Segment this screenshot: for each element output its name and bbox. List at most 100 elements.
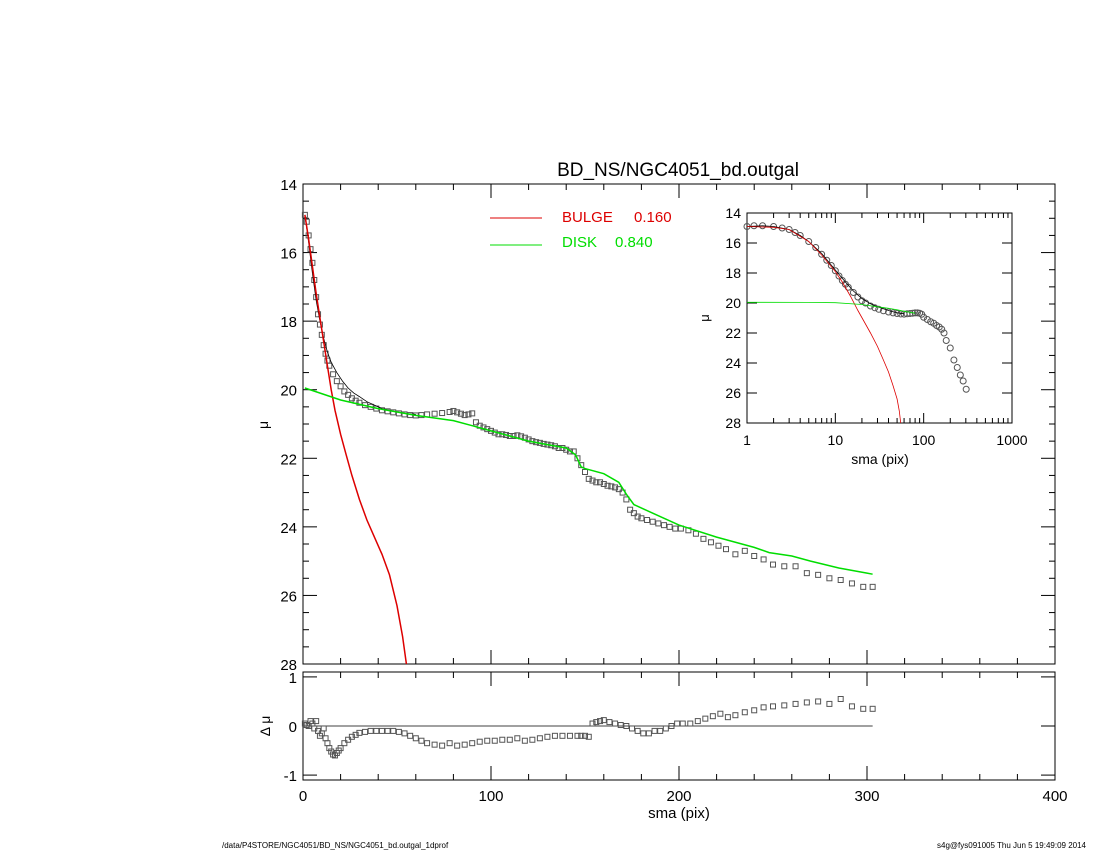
inset-y-tick-label: 16 [725,235,741,251]
inset-observed-point [796,232,804,239]
observed-point [345,391,352,398]
residual-point [424,740,431,747]
inset-x-tick-label: 10 [828,432,844,448]
inset-observed-point [940,329,948,337]
observed-point [630,510,637,517]
main-panel: BD_NS/NGC4051_bd.outgal μ 14 16 18 20 22 24 26… [255,160,1056,674]
observed-point [837,577,844,583]
observed-point [848,580,855,587]
residual-point [679,720,686,727]
residual-point [469,740,476,747]
y-tick-label: 18 [280,314,297,331]
residual-point [751,707,758,714]
observed-point [634,513,641,520]
inset-y-axis-label: μ [697,314,712,322]
residual-point [741,709,748,716]
residual-point [341,740,348,747]
observed-point [469,410,476,417]
y-tick-label: 26 [280,588,297,605]
observed-point [803,570,810,577]
main-axis-ticks: 14 16 18 20 22 24 26 28 [280,177,1056,674]
inset-observed-point [785,226,793,233]
inset-observed-point [906,310,914,317]
residual-point [760,704,767,711]
inset-observed-point [835,272,843,280]
residual-y-tick-label: 0 [289,719,297,736]
inset-observed-point [953,364,961,371]
observed-point [644,517,651,523]
observed-point [582,469,588,475]
inset-y-tick-label: 26 [725,385,741,401]
residual-point [634,727,641,734]
inset-observed-point [818,250,826,258]
observed-point [333,378,340,385]
observed-point [461,412,468,419]
observed-point [732,551,739,558]
observed-point [439,410,446,417]
inset-observed-point [956,371,964,379]
observed-point [574,455,581,462]
residual-point [395,728,402,735]
residual-point [606,719,613,726]
observed-point [741,547,748,554]
observed-point [660,522,667,529]
residual-point [848,703,855,710]
residual-point [623,723,630,729]
main-title: BD_NS/NGC4051_bd.outgal [557,160,799,181]
inset-y-tick-label: 14 [725,205,741,221]
y-tick-label: 16 [280,246,297,263]
residual-point [702,715,709,722]
observed-point [450,407,457,414]
residual-point [499,736,506,743]
residual-point [662,725,669,732]
residual-point [600,717,607,724]
main-y-axis-label: μ [255,421,271,429]
observed-point [700,535,707,542]
residual-plot-marks [301,696,876,759]
residual-point [384,727,391,734]
inset-bulge-line [746,226,902,424]
residual-point [617,722,624,729]
inset-observed-point [791,229,799,236]
observed-point [623,496,630,503]
inset-observed-point [938,325,946,333]
disk-line [304,387,873,575]
residual-point [585,733,592,740]
y-tick-label: 28 [280,657,297,674]
legend-value-bulge: 0.160 [634,209,672,226]
observed-point [655,520,662,527]
observed-point [723,546,729,553]
inset-disk-line [746,301,916,314]
y-tick-label: 14 [280,177,297,194]
inset-observed-point [854,293,862,301]
inset-y-tick-label: 18 [725,265,741,281]
residual-point [491,737,498,744]
residual-point [860,705,867,712]
residual-x-tick-label: 300 [854,788,879,805]
residual-point [612,720,619,727]
inset-observed-point [950,356,958,364]
inset-y-tick-label: 22 [725,325,741,341]
inset-observed-point [946,344,954,352]
observed-point [781,563,788,570]
residual-point [869,705,876,712]
residual-point [732,712,739,719]
residual-point [362,728,369,735]
residual-point [356,729,363,736]
inset-observed-point [885,308,893,316]
footer-file-path: /data/P4STORE/NGC4051/BD_NS/NGC4051_bd.o… [222,841,449,850]
residual-point [322,735,329,742]
residual-point [439,742,446,749]
bulge-line [304,214,408,665]
residual-point [454,742,461,749]
residual-point [640,730,647,737]
residual-point [826,700,833,707]
residual-point [348,733,355,740]
residual-x-axis-label: sma (pix) [648,805,710,822]
residual-point [674,720,681,727]
residual-point [566,732,573,739]
observed-point [330,371,337,378]
observed-point [860,583,867,590]
observed-point [615,486,622,493]
